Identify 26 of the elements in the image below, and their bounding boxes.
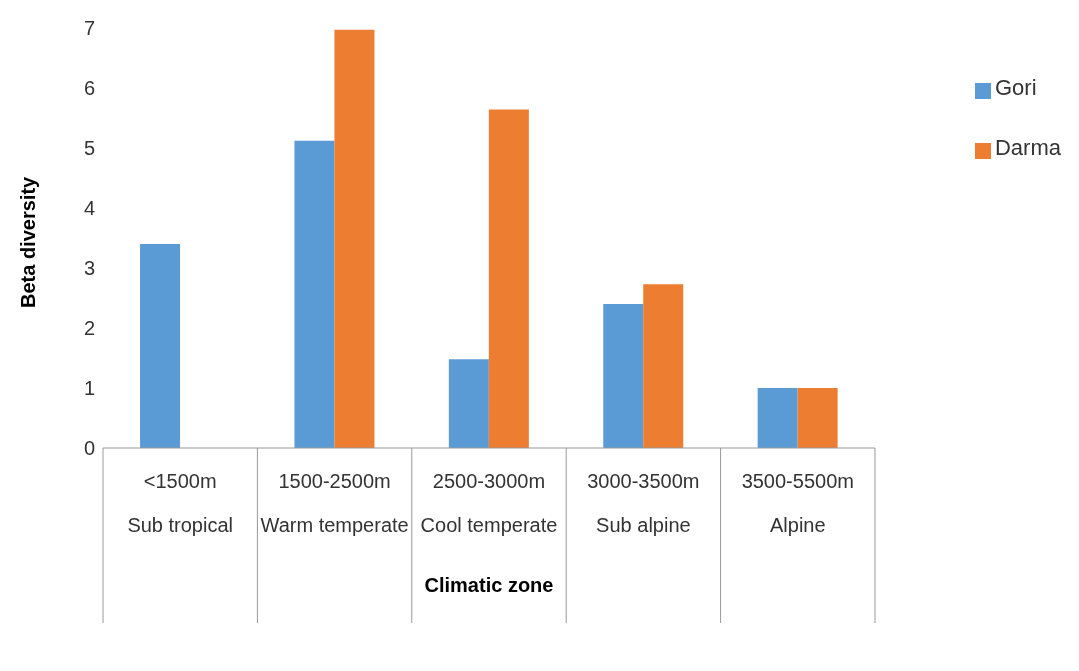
y-tick-label: 4 [83, 197, 95, 220]
bar [757, 388, 798, 448]
legend-label: Gori [994, 75, 1037, 100]
y-tick-label: 7 [83, 17, 95, 40]
y-tick-label: 2 [83, 317, 95, 340]
y-tick-label: 1 [83, 377, 95, 400]
bar [294, 140, 335, 448]
legend-label: Darma [994, 135, 1061, 160]
x-tick-label: 2500-3000m Cool temperate [420, 470, 558, 536]
bar [797, 388, 838, 448]
x-tick-label: <1500m Sub tropical [127, 470, 234, 536]
bar [488, 109, 529, 448]
bar [643, 284, 684, 448]
x-tick-label: 3500-5500m Alpine [741, 470, 854, 536]
x-axis-title: Climatic zone [424, 574, 554, 597]
bar [603, 304, 644, 448]
y-tick-label: 6 [83, 77, 95, 100]
y-tick-label: 0 [83, 437, 95, 460]
y-axis-title: Beta diversity [17, 175, 40, 308]
x-tick-label: 1500-2500m Warm temperate [260, 470, 409, 536]
bar [140, 244, 181, 448]
bar [448, 359, 489, 448]
y-tick-label: 5 [83, 137, 95, 160]
bar [334, 29, 375, 448]
x-tick-label: 3000-3500m Sub alpine [587, 470, 700, 536]
y-tick-label: 3 [83, 257, 95, 280]
